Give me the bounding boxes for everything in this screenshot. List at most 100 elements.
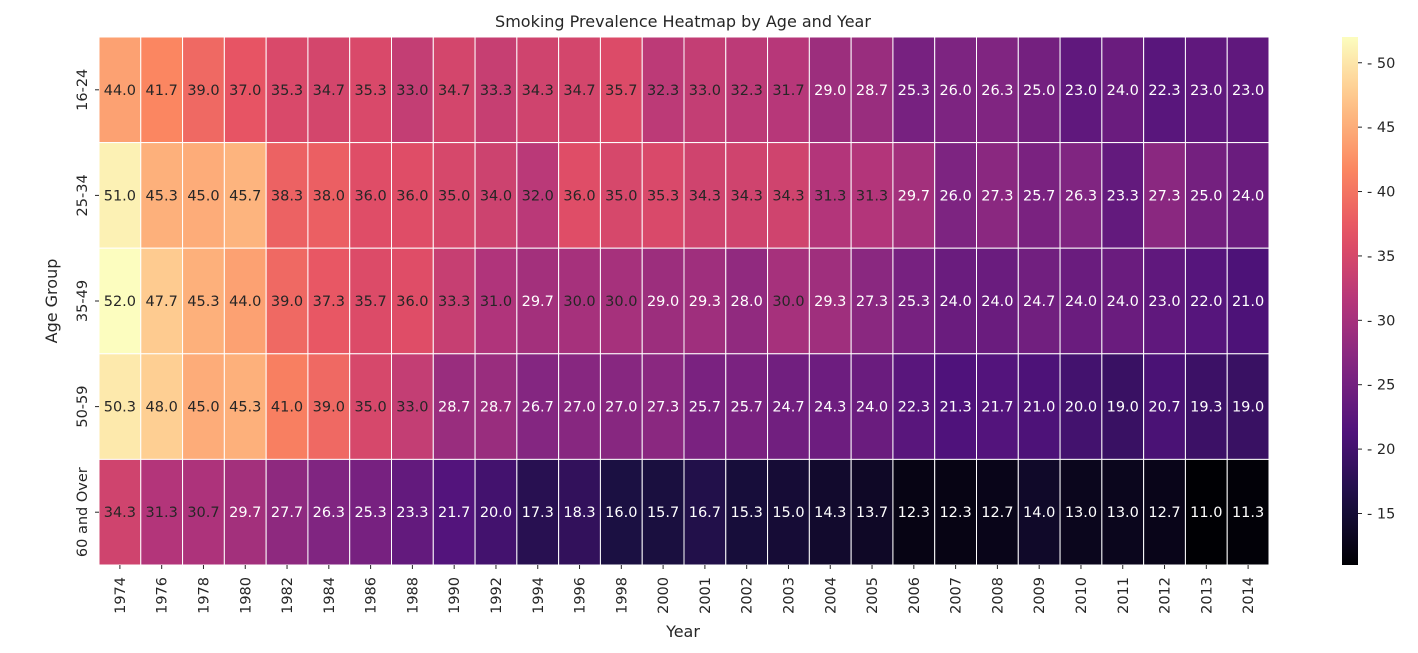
cell-value-label: 29.0 [814,83,846,99]
x-tick-label: 2005 [865,577,881,614]
heatmap-cell [1101,142,1145,249]
cell-value-label: 34.3 [522,83,554,99]
heatmap-cell [1184,36,1228,144]
x-tick-label: 2003 [781,577,797,614]
cell-value-label: 28.0 [731,294,763,310]
heatmap-cell [641,353,685,460]
heatmap-cell [391,142,434,249]
cell-value-label: 17.3 [522,505,554,521]
cell-value-label: 34.7 [438,83,470,99]
cell-value-label: 27.0 [605,400,637,416]
cell-value-label: 11.3 [1232,505,1264,521]
cell-value-label: 34.3 [104,505,136,521]
cell-value-label: 30.0 [772,294,804,310]
heatmap-cell [976,36,1019,144]
cell-value-label: 52.0 [104,294,136,310]
cell-value-label: 14.3 [814,505,846,521]
cell-value-label: 31.7 [772,83,804,99]
heatmap-cell [976,142,1019,249]
cell-value-label: 20.0 [480,505,512,521]
heatmap-cell [892,142,936,249]
x-tick-label: 1986 [364,577,380,614]
heatmap-cell [432,458,476,566]
cell-value-label: 29.3 [814,294,846,310]
cell-value-label: 16.0 [605,505,637,521]
heatmap-cell [182,247,225,355]
heatmap-cell [725,36,769,144]
colorbar-tick-label: - 15 [1367,506,1395,522]
cell-value-label: 15.0 [772,505,804,521]
x-axis-ticks: 1974 1976 1978 1980 1982 1984 1986 1988 1990 1992… [113,565,1257,614]
cell-value-label: 21.7 [981,400,1013,416]
heatmap-cell [641,458,685,566]
heatmap-cell [599,353,643,460]
colorbar-ticks: - 15 - 20 - 25 - 30 - 35 - 40 - 45 - 50 [1358,56,1395,522]
cell-value-label: 27.3 [981,188,1013,204]
cell-value-label: 41.7 [146,83,178,99]
heatmap-cell [934,142,978,249]
cell-value-label: 21.3 [939,400,971,416]
heatmap-cell [1059,353,1103,460]
cell-value-label: 24.7 [772,400,804,416]
heatmap-cell [265,353,309,460]
cell-value-label: 29.0 [647,294,679,310]
heatmap-cell [850,247,894,355]
cell-value-label: 45.7 [229,188,261,204]
cell-value-label: 32.0 [522,188,554,204]
cell-value-label: 20.0 [1065,400,1097,416]
x-tick-label: 1984 [322,577,338,614]
heatmap-cell [725,247,769,355]
x-tick-label: 2000 [656,577,672,614]
x-tick-label: 1994 [531,577,547,614]
heatmap-cell [976,458,1019,566]
cell-value-label: 32.3 [647,83,679,99]
cell-value-label: 27.0 [563,400,595,416]
heatmap-cell [516,247,560,355]
heatmap-cell [349,458,393,566]
heatmap-cell [725,353,769,460]
cell-value-label: 34.7 [563,83,595,99]
cell-value-label: 33.0 [396,400,428,416]
cell-value-label: 35.3 [354,83,386,99]
cell-value-label: 26.3 [981,83,1013,99]
cell-value-label: 29.3 [689,294,721,310]
heatmap-cell [850,353,894,460]
heatmap-cell [892,36,936,144]
cell-value-label: 16.7 [689,505,721,521]
cell-value-label: 12.3 [939,505,971,521]
heatmap-cell [683,353,727,460]
heatmap-cell [349,353,393,460]
cell-value-label: 15.7 [647,505,679,521]
y-tick-label: 50-59 [75,386,91,428]
x-tick-label: 1980 [238,577,254,614]
heatmap-cell [641,247,685,355]
cell-value-label: 29.7 [229,505,261,521]
cell-value-label: 13.0 [1107,505,1139,521]
x-tick-label: 1976 [155,577,171,614]
heatmap-cell [599,247,643,355]
heatmap-cell [1143,142,1186,249]
cell-value-label: 26.3 [1065,188,1097,204]
heatmap-cell [1017,247,1061,355]
cell-value-label: 39.0 [271,294,303,310]
heatmap-cell [182,353,225,460]
heatmap-cell [307,36,351,144]
heatmap-cells: 44.0 41.7 39.0 37.0 35.3 34.7 35.3 33.0 34.7 33.3… [98,36,1270,566]
cell-value-label: 29.7 [898,188,930,204]
heatmap-cell [1184,142,1228,249]
cell-value-label: 25.3 [898,83,930,99]
heatmap-cell [850,458,894,566]
cell-value-label: 12.7 [1148,505,1180,521]
cell-value-label: 35.3 [647,188,679,204]
cell-value-label: 24.0 [939,294,971,310]
cell-value-label: 27.3 [856,294,888,310]
heatmap-cell [850,142,894,249]
cell-value-label: 35.0 [438,188,470,204]
colorbar-tick-label: - 40 [1367,185,1395,201]
heatmap-cell [1143,458,1186,566]
heatmap-cell [558,353,601,460]
cell-value-label: 24.0 [981,294,1013,310]
cell-value-label: 28.7 [480,400,512,416]
cell-value-label: 18.3 [563,505,595,521]
